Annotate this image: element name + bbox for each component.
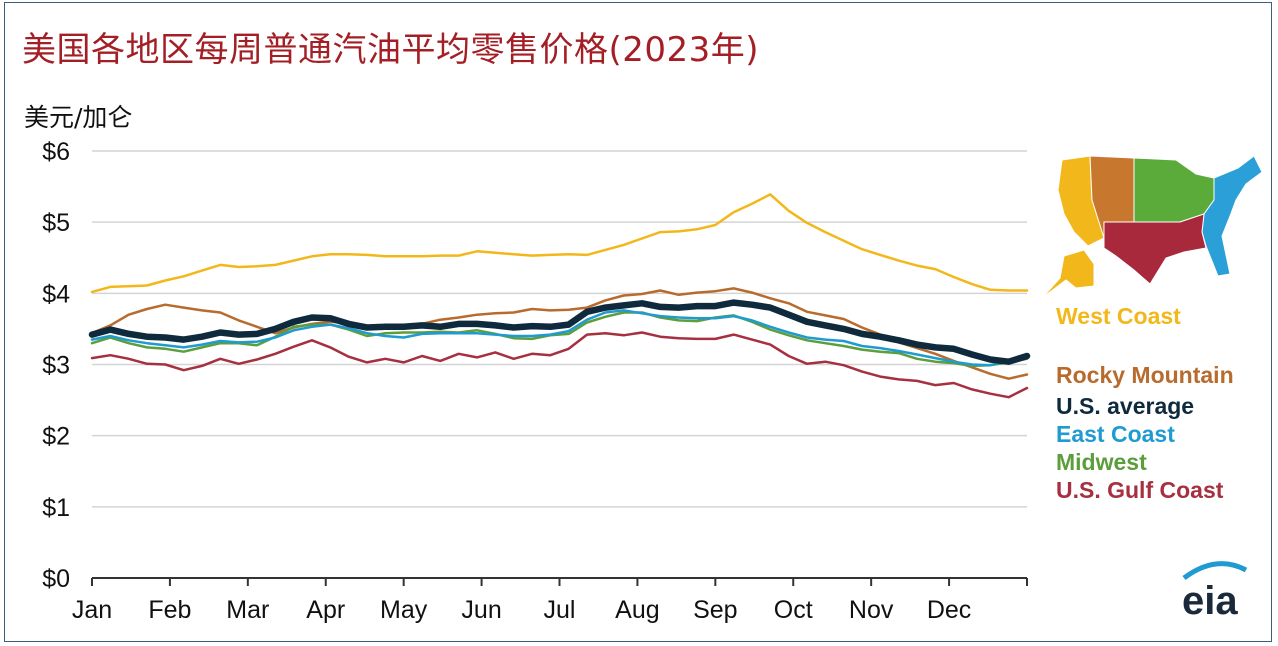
x-tick-label: Sep [693,596,737,624]
series-lines [88,193,1031,399]
x-tick-label: Jun [461,596,501,624]
series-line-east-coast [90,309,1029,367]
x-tick-label: Apr [306,596,345,624]
series-line-midwest [90,311,1029,368]
x-tick-label: Mar [226,596,269,624]
map-region-midwest [1133,157,1215,223]
x-tick-label: Dec [927,596,971,624]
series-line-west-coast [90,193,1029,294]
gridlines [92,150,1027,508]
y-tick-label: $6 [42,138,70,166]
legend-item-u-s-average: U.S. average [1056,393,1194,419]
legend-item-west-coast: West Coast [1056,303,1181,329]
x-tick-label: Jan [72,596,112,624]
x-tick-label: Jul [544,596,576,624]
x-tick-label: Nov [849,596,894,624]
map-region-west-coast [1041,249,1095,299]
y-tick-label: $4 [42,280,70,308]
y-tick-label: $2 [42,423,70,451]
x-tick-label: Feb [148,596,191,624]
legend: West Coast Rocky Mountain U.S. averageEast… [1056,303,1234,503]
y-tick-label: $0 [42,565,70,593]
y-axis-ticks: $0 $1 $2 $3 $4 $5 $6 [42,138,70,593]
map-region-u-s-gulf-coast [1103,213,1207,285]
us-region-map [1041,155,1263,299]
series-line-rocky-mountain [90,287,1029,380]
y-tick-label: $1 [42,494,70,522]
chart-title: 美国各地区每周普通汽油平均零售价格(2023年) [22,30,760,70]
map-region-east-coast [1201,155,1263,277]
eia-logo-text: eia [1182,579,1238,623]
y-axis-unit-label: 美元/加仑 [24,103,133,132]
legend-item-rocky-mountain: Rocky Mountain [1056,362,1234,388]
eia-logo-arc [1182,561,1248,581]
eia-logo: eia [1182,561,1248,623]
x-tick-label: Oct [774,596,813,624]
legend-item-east-coast: East Coast [1056,421,1175,447]
x-axis: Jan Feb Mar Apr May Jun Jul Aug Sep Oct Nov Dec [72,577,1028,624]
x-tick-label: Aug [615,596,659,624]
y-tick-label: $3 [42,352,70,380]
x-tick-label: May [380,596,428,624]
series-line-u-s-gulf-coast [90,331,1029,399]
chart-frame [4,2,1272,642]
y-tick-label: $5 [42,209,70,237]
legend-item-u-s-gulf-coast: U.S. Gulf Coast [1056,477,1224,503]
legend-item-midwest: Midwest [1056,449,1147,475]
series-line-u-s-average [88,299,1031,365]
